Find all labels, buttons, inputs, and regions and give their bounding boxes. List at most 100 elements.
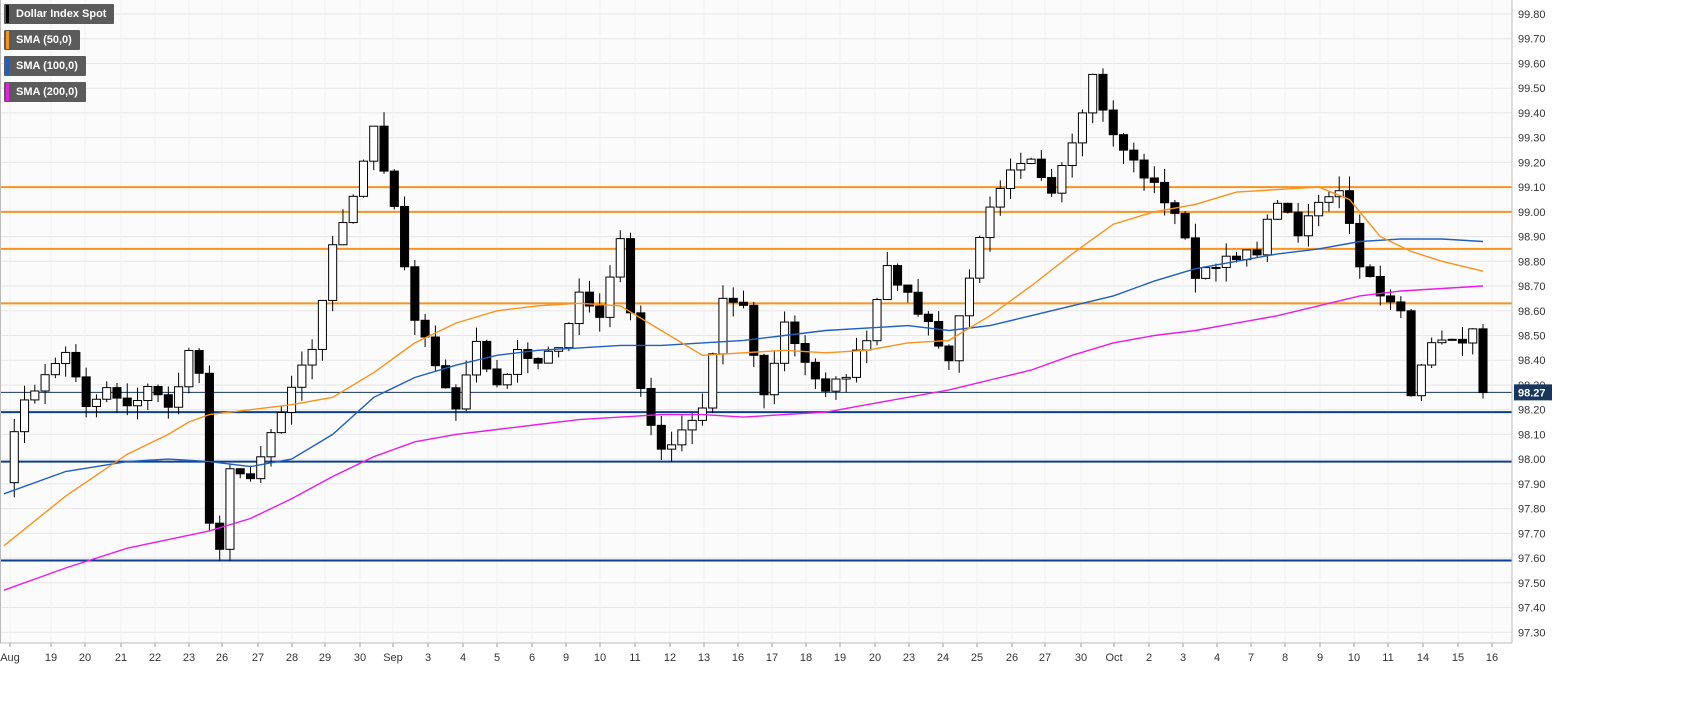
candle-body (1190, 237, 1200, 279)
candle-body (1344, 190, 1355, 224)
sma100-line (3, 238, 1484, 495)
x-tick-label: 19 (834, 652, 846, 664)
candle-body (215, 522, 225, 550)
y-tick-label: 99.60 (1518, 58, 1546, 70)
moving-averages (3, 186, 1484, 591)
candle-body (307, 348, 317, 366)
candle-body (821, 378, 831, 392)
candle-body (831, 378, 841, 392)
candle-body (61, 351, 71, 365)
legend-label: SMA (100,0) (16, 60, 78, 72)
candle-body (708, 353, 718, 409)
candle-body (451, 387, 461, 410)
legend-label: SMA (50,0) (16, 34, 72, 46)
candle-body (471, 340, 481, 376)
candle-body (625, 238, 636, 314)
sma50-line (3, 186, 1484, 547)
candle-body (266, 432, 276, 458)
x-tick-label: 21 (115, 652, 127, 664)
x-tick-label: 29 (319, 652, 331, 664)
candle-body (913, 291, 923, 315)
candle-body (1088, 73, 1098, 114)
x-tick-label: 10 (594, 652, 606, 664)
y-tick-label: 99.00 (1518, 207, 1546, 219)
candle-body (174, 386, 184, 408)
candle-body (1447, 338, 1457, 341)
x-tick-label: 3 (425, 652, 431, 664)
candle-body (1314, 201, 1324, 217)
candle-body (1108, 109, 1118, 136)
candle-body (615, 238, 625, 278)
candle-body (677, 429, 687, 446)
x-tick-label: 8 (1282, 652, 1288, 664)
x-tick-label: 4 (1214, 652, 1220, 664)
x-tick-label: 2 (1146, 652, 1152, 664)
candle-body (1098, 73, 1108, 111)
candle-body (533, 357, 543, 364)
candle-body (1129, 149, 1139, 161)
candle-body (1201, 267, 1211, 279)
y-tick-label: 99.10 (1518, 182, 1546, 194)
legend-label: SMA (200,0) (16, 86, 78, 98)
legend-item-sma50[interactable]: SMA (50,0) (4, 30, 80, 50)
x-tick-label: 12 (664, 652, 676, 664)
candle-body (769, 362, 779, 396)
y-tick-label: 99.20 (1518, 157, 1546, 169)
candle-body (728, 297, 738, 303)
candle-body (1047, 177, 1057, 194)
y-tick-label: 98.10 (1518, 429, 1546, 441)
x-tick-label: 24 (937, 652, 949, 664)
price-badge-label: 98.27 (1518, 387, 1546, 399)
legend-item-sma200[interactable]: SMA (200,0) (4, 82, 86, 102)
candle-body (1036, 158, 1046, 179)
candle-body (718, 297, 728, 355)
y-tick-label: 98.80 (1518, 256, 1546, 268)
candle-body (800, 343, 810, 363)
candle-body (338, 222, 348, 246)
candle-body (985, 206, 995, 239)
x-tick-label: 27 (1039, 652, 1051, 664)
candle-body (1252, 249, 1262, 256)
x-tick-label: 11 (1382, 652, 1393, 664)
legend-swatch-icon (6, 57, 9, 75)
candle-body (862, 340, 872, 351)
current-price-badge: 98.27 (1514, 384, 1552, 401)
y-tick-label: 99.30 (1518, 133, 1546, 145)
candles (9, 68, 1488, 561)
legend-item-sma100[interactable]: SMA (100,0) (4, 56, 86, 76)
axes: 99.80 99.70 99.60 99.50 99.40 99.30 99.20 99.10… (0, 0, 1552, 664)
candle-body (1457, 338, 1467, 344)
x-tick-label: Oct (1105, 652, 1122, 664)
candle-body (543, 350, 553, 364)
x-tick-label: 10 (1348, 652, 1360, 664)
candle-body (636, 312, 646, 389)
candle-body (1303, 215, 1313, 237)
y-tick-label: 98.40 (1518, 355, 1546, 367)
candle-body (441, 365, 451, 389)
candle-body (1067, 142, 1077, 166)
candle-body (964, 277, 974, 317)
candle-body (1375, 276, 1385, 297)
sma200-line (3, 285, 1484, 591)
x-tick-label: 28 (286, 652, 298, 664)
legend-item-price[interactable]: Dollar Index Spot (4, 4, 115, 24)
x-tick-label: 5 (494, 652, 500, 664)
candle-body (348, 195, 358, 224)
candle-body (1478, 328, 1488, 394)
candle-body (369, 125, 379, 162)
y-tick-label: 98.60 (1518, 306, 1546, 318)
candle-body (893, 265, 903, 286)
x-tick-label: 23 (903, 652, 915, 664)
legend-swatch-icon (6, 5, 9, 23)
x-tick-label: 6 (529, 652, 535, 664)
candle-body (400, 205, 410, 268)
candle-body (872, 299, 882, 342)
candle-body (122, 397, 132, 407)
candle-body (153, 386, 163, 396)
candle-body (944, 345, 954, 362)
candle-body (656, 424, 666, 450)
candle-body (523, 349, 533, 359)
candle-body (1057, 164, 1067, 194)
candle-body (1211, 266, 1221, 269)
